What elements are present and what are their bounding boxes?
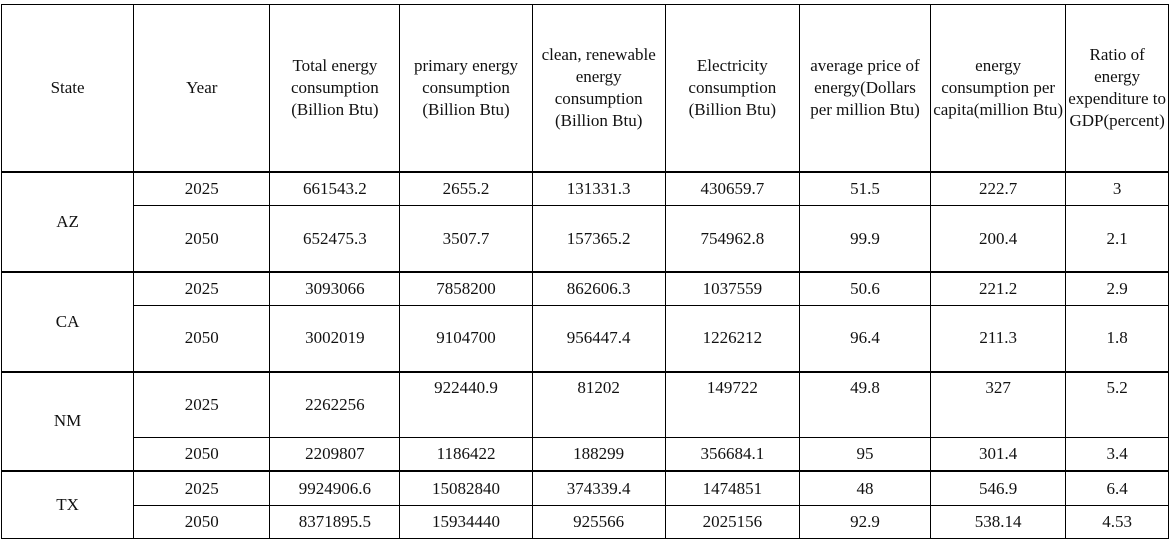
value-cell: 7858200 xyxy=(399,270,533,307)
table-row: 2050 652475.3 3507.7 157365.2 754962.8 9… xyxy=(2,205,1169,273)
value-cell: 3 xyxy=(1065,171,1169,207)
value-cell: 92.9 xyxy=(798,504,932,540)
header-electricity: Electricity consumption (Billion Btu) xyxy=(664,4,800,173)
value-cell: 222.7 xyxy=(930,171,1067,207)
value-cell: 356684.1 xyxy=(664,437,800,472)
value-cell: 925566 xyxy=(531,504,666,540)
value-cell: 652475.3 xyxy=(269,205,401,273)
table-row: 2050 8371895.5 15934440 925566 2025156 9… xyxy=(2,504,1169,540)
year-cell: 2025 xyxy=(133,470,271,506)
value-cell: 3507.7 xyxy=(399,205,533,273)
value-cell: 15934440 xyxy=(399,504,533,540)
year-cell: 2050 xyxy=(133,504,271,540)
table-row: 2050 2209807 1186422 188299 356684.1 95 … xyxy=(2,437,1169,472)
year-cell: 2025 xyxy=(133,171,271,207)
value-cell: 922440.9 xyxy=(399,370,533,439)
header-per-capita: energy consumption per capita(million Bt… xyxy=(930,4,1067,173)
value-cell: 3093066 xyxy=(269,270,401,307)
value-cell: 2655.2 xyxy=(399,171,533,207)
value-cell: 51.5 xyxy=(798,171,932,207)
value-cell: 96.4 xyxy=(798,305,932,373)
header-state: State xyxy=(0,4,135,173)
value-cell: 3002019 xyxy=(269,305,401,373)
value-cell: 99.9 xyxy=(798,205,932,273)
table-row: AZ 2025 661543.2 2655.2 131331.3 430659.… xyxy=(0,171,1169,273)
value-cell: 2209807 xyxy=(269,437,401,472)
value-cell: 956447.4 xyxy=(531,305,666,373)
value-cell: 95 xyxy=(798,437,932,472)
value-cell: 430659.7 xyxy=(664,171,800,207)
header-average-price: average price of energy(Dollars per mill… xyxy=(798,4,932,173)
year-cell: 2025 xyxy=(133,270,271,307)
value-cell: 546.9 xyxy=(930,470,1067,506)
value-cell: 15082840 xyxy=(399,470,533,506)
value-cell: 81202 xyxy=(531,370,666,439)
value-cell: 538.14 xyxy=(930,504,1067,540)
table-header: State Year Total energy consumption (Bil… xyxy=(0,4,1169,173)
table-row: CA 2025 3093066 7858200 862606.3 1037559… xyxy=(0,270,1169,373)
value-cell: 2.9 xyxy=(1065,270,1169,307)
value-cell: 1226212 xyxy=(664,305,800,373)
value-cell: 221.2 xyxy=(930,270,1067,307)
value-cell: 48 xyxy=(798,470,932,506)
value-cell: 6.4 xyxy=(1065,470,1169,506)
value-cell: 1.8 xyxy=(1065,305,1169,373)
value-cell: 862606.3 xyxy=(531,270,666,307)
value-cell: 2262256 xyxy=(269,370,401,439)
header-row: State Year Total energy consumption (Bil… xyxy=(0,4,1169,173)
year-cell: 2050 xyxy=(133,205,271,273)
value-cell: 2.1 xyxy=(1065,205,1169,273)
year-cell: 2025 xyxy=(133,370,271,439)
value-cell: 2025156 xyxy=(664,504,800,540)
state-cell: CA xyxy=(0,270,135,373)
header-clean-renewable: clean, renewable energy consumption (Bil… xyxy=(531,4,666,173)
value-cell: 661543.2 xyxy=(269,171,401,207)
state-cell: TX xyxy=(0,470,135,540)
value-cell: 50.6 xyxy=(798,270,932,307)
value-cell: 301.4 xyxy=(930,437,1067,472)
header-primary-energy: primary energy consumption (Billion Btu) xyxy=(399,4,533,173)
value-cell: 1037559 xyxy=(664,270,800,307)
value-cell: 131331.3 xyxy=(531,171,666,207)
value-cell: 9924906.6 xyxy=(269,470,401,506)
year-cell: 2050 xyxy=(133,305,271,373)
value-cell: 754962.8 xyxy=(664,205,800,273)
value-cell: 149722 xyxy=(664,370,800,439)
table-body: AZ 2025 661543.2 2655.2 131331.3 430659.… xyxy=(0,171,1169,540)
value-cell: 327 xyxy=(930,370,1067,439)
value-cell: 200.4 xyxy=(930,205,1067,273)
year-cell: 2050 xyxy=(133,437,271,472)
value-cell: 211.3 xyxy=(930,305,1067,373)
header-expenditure-ratio: Ratio of energy expenditure to GDP(perce… xyxy=(1065,4,1169,173)
header-year: Year xyxy=(133,4,271,173)
value-cell: 9104700 xyxy=(399,305,533,373)
value-cell: 374339.4 xyxy=(531,470,666,506)
value-cell: 8371895.5 xyxy=(269,504,401,540)
value-cell: 1474851 xyxy=(664,470,800,506)
value-cell: 188299 xyxy=(531,437,666,472)
table-row: NM 2025 2262256 922440.9 81202 149722 49… xyxy=(0,370,1169,472)
table-row: TX 2025 9924906.6 15082840 374339.4 1474… xyxy=(0,470,1169,540)
table-row: 2050 3002019 9104700 956447.4 1226212 96… xyxy=(2,305,1169,373)
value-cell: 3.4 xyxy=(1065,437,1169,472)
header-total-energy: Total energy consumption (Billion Btu) xyxy=(269,4,401,173)
energy-table: State Year Total energy consumption (Bil… xyxy=(0,4,1169,540)
value-cell: 4.53 xyxy=(1065,504,1169,540)
state-cell: AZ xyxy=(0,171,135,273)
value-cell: 49.8 xyxy=(798,370,932,439)
value-cell: 157365.2 xyxy=(531,205,666,273)
value-cell: 1186422 xyxy=(399,437,533,472)
value-cell: 5.2 xyxy=(1065,370,1169,439)
state-cell: NM xyxy=(0,370,135,472)
